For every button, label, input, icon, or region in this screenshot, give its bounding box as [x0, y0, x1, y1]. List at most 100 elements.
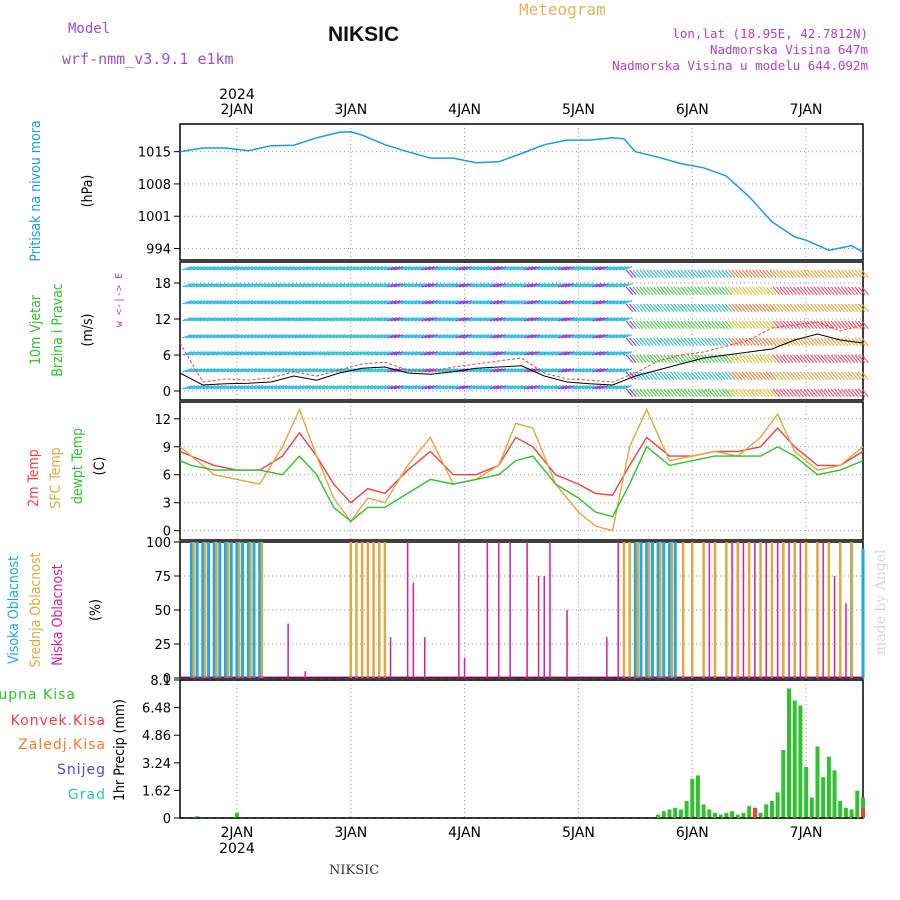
wind-barb	[219, 385, 230, 390]
wind-barb	[267, 317, 278, 322]
wind-barb	[537, 368, 547, 373]
wind-barb	[182, 351, 192, 356]
wind-barb	[226, 385, 237, 390]
wind-barb	[721, 371, 729, 381]
wind-barb	[779, 286, 787, 296]
wind-barb	[281, 385, 291, 390]
wind-barb	[513, 317, 524, 322]
wind-barb	[506, 266, 517, 271]
wind-barb	[455, 351, 466, 356]
wind-barb	[281, 300, 291, 305]
wind-barb	[602, 317, 612, 322]
wind-barb	[387, 300, 397, 305]
wind-barb	[823, 337, 832, 347]
wind-barb	[260, 334, 271, 339]
wind-barb	[479, 300, 489, 305]
wind-barb	[544, 368, 554, 373]
wind-barb	[851, 303, 859, 313]
wind-barb	[496, 300, 507, 305]
wind-barb	[506, 334, 517, 339]
wind-barb	[847, 303, 855, 313]
wind-barb	[707, 286, 715, 296]
precip-bar-0	[673, 807, 678, 818]
wind-barb	[308, 317, 319, 322]
wind-barb	[707, 337, 715, 347]
wind-barb	[407, 351, 418, 356]
wind-barb	[383, 317, 394, 322]
precip-bar-0	[656, 814, 661, 818]
wind-barb	[574, 266, 585, 271]
wind-barb	[721, 320, 729, 330]
wind-barb	[434, 283, 445, 288]
wind-barb	[796, 354, 804, 364]
precip-bar-0	[667, 809, 672, 818]
wind-barb	[762, 337, 770, 347]
wind-barb	[639, 337, 647, 347]
wind-barb	[779, 354, 787, 364]
wind-barb	[636, 388, 644, 398]
wind-barb	[540, 334, 551, 339]
wind-barb	[847, 388, 855, 398]
top-x-tick-label: 3JAN	[334, 102, 367, 118]
wind-barb	[550, 300, 561, 305]
wind-barb	[642, 320, 651, 330]
wind-barb	[414, 317, 425, 322]
wind-barb	[216, 300, 226, 305]
wind-barb	[745, 337, 753, 347]
wind-barb	[615, 351, 626, 356]
wind-barb	[533, 317, 544, 322]
wind-barb	[414, 283, 425, 288]
wind-barb	[527, 283, 537, 288]
wind-barb	[520, 385, 530, 390]
wind-barb	[486, 351, 496, 356]
wind-barb	[745, 371, 753, 381]
wind-barb	[612, 368, 623, 373]
precip-bar-1	[752, 807, 757, 818]
wind-barb	[605, 368, 616, 373]
wind-barb	[793, 286, 801, 296]
wind-barb	[677, 337, 685, 347]
wind-barb	[424, 351, 435, 356]
wind-barb	[458, 283, 469, 288]
wind-barb	[646, 388, 654, 398]
cloud-bar-1	[816, 542, 819, 678]
wind-barb	[666, 388, 674, 398]
wind-barb	[683, 337, 692, 347]
cloud-unit-label: (%)	[88, 599, 104, 621]
wind-barb	[318, 266, 329, 271]
wind-barb	[646, 303, 654, 313]
wind-barb	[233, 368, 244, 373]
precip-bar-0	[792, 700, 797, 818]
y-tick-label: 3.24	[142, 757, 171, 772]
cloud-bar-2	[742, 542, 745, 678]
wind-barb	[619, 334, 629, 339]
wind-barb	[851, 388, 859, 398]
wind-barb	[243, 368, 254, 373]
wind-barb	[380, 334, 390, 339]
wind-barb	[410, 283, 421, 288]
wind-barb	[748, 303, 756, 313]
wind-barb	[223, 300, 233, 305]
cloud-bar-1	[237, 542, 241, 678]
wind-barb	[421, 317, 431, 322]
wind-barb	[509, 317, 520, 322]
wind-barb	[475, 266, 486, 271]
wind-barb	[287, 300, 298, 305]
wind-barb	[387, 334, 397, 339]
wind-barb	[192, 334, 203, 339]
wind-barb	[595, 300, 606, 305]
wind-barb	[202, 334, 213, 339]
wind-barb	[465, 300, 476, 305]
wind-barb	[315, 368, 326, 373]
wind-barb	[475, 334, 486, 339]
wind-barb	[581, 368, 592, 373]
wind-barb	[755, 337, 763, 347]
precip-legend-item: Grad	[68, 787, 106, 803]
wind-barb	[608, 266, 619, 271]
wind-barb	[185, 300, 196, 305]
wind-barb	[250, 317, 261, 322]
wind-barb	[383, 351, 394, 356]
wind-barb	[561, 317, 571, 322]
wind-barb	[445, 317, 455, 322]
wind-barb	[246, 334, 257, 339]
